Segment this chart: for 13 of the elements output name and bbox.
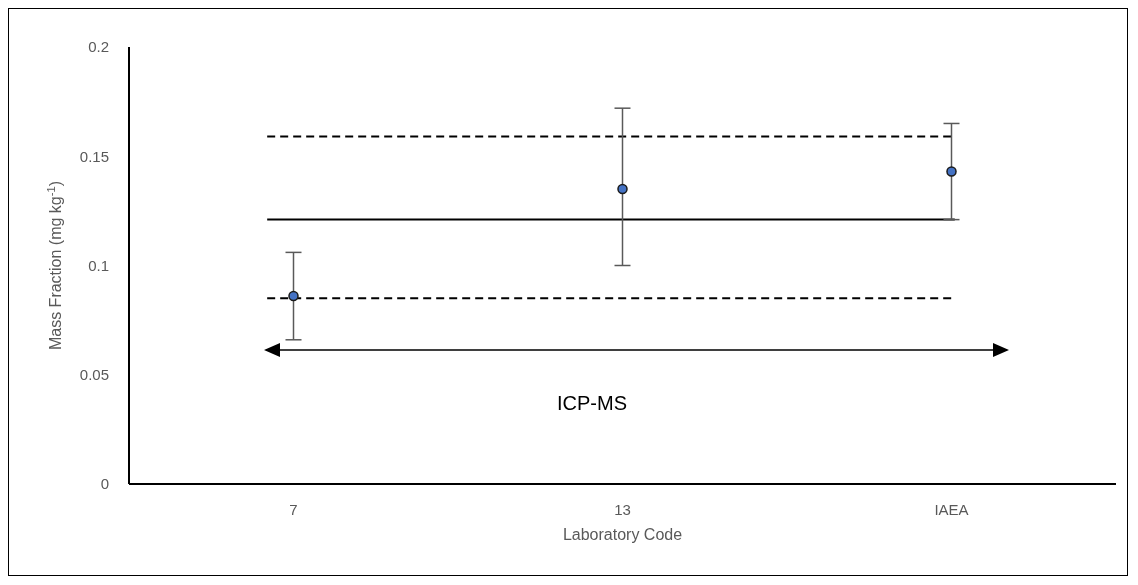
y-tick-label: 0.05 (79, 366, 109, 384)
x-tick-label: 13 (614, 500, 631, 518)
y-tick-label: 0.1 (88, 256, 109, 274)
x-tick-label: IAEA (934, 500, 969, 518)
x-tick-label: 7 (289, 500, 298, 518)
point (617, 183, 628, 195)
y-tick-label: 0 (100, 475, 109, 493)
point (946, 166, 957, 177)
x-axis-title: Laboratory Code (562, 526, 683, 543)
y-tick-label: 0.15 (79, 147, 109, 165)
point (288, 290, 299, 302)
y-tick-label: 0.2 (88, 38, 109, 56)
annotation: ICP-MS (557, 392, 627, 415)
